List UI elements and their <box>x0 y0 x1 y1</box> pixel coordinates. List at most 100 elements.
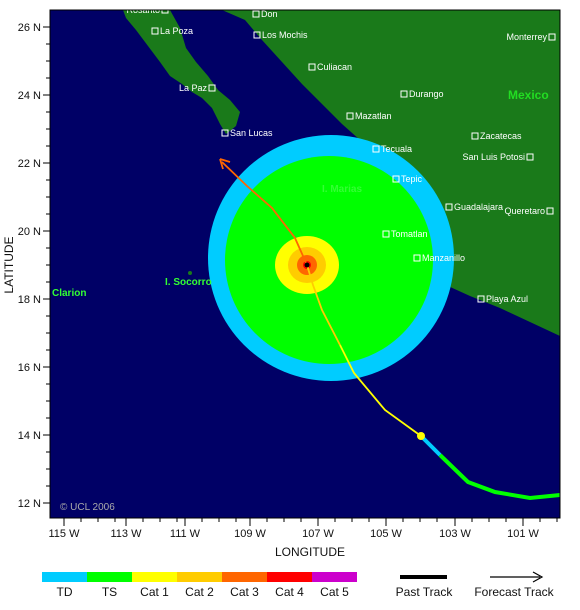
city-marker: San Lucas <box>221 128 273 138</box>
legend-swatch <box>87 572 132 582</box>
city-square-icon <box>308 63 316 71</box>
city-square-icon <box>400 90 408 98</box>
city-label: Durango <box>409 89 444 99</box>
country-label: Mexico <box>508 88 549 102</box>
city-label: La Poza <box>160 26 193 36</box>
city-square-icon <box>252 10 260 18</box>
city-label: Playa Azul <box>486 294 528 304</box>
city-marker: Don <box>252 9 278 19</box>
city-square-icon <box>346 112 354 120</box>
city-label: Monterrey <box>506 32 547 42</box>
city-label: Zacatecas <box>480 131 522 141</box>
axis-ticks: 115 W 113 W 111 W 109 W 107 W 105 W 103 W 101 W… <box>18 22 558 540</box>
wind-field <box>208 135 454 381</box>
city-marker: Durango <box>400 89 444 99</box>
socorro-shape <box>188 271 192 275</box>
x-tick-label: 107 W <box>302 528 334 540</box>
y-tick-label: 16 N <box>18 362 41 374</box>
city-marker: Guadalajara <box>445 202 503 212</box>
city-marker: Los Mochis <box>253 30 308 40</box>
island-label: I. Marias <box>322 184 362 195</box>
city-marker: Queretaro <box>504 206 554 216</box>
past-track-ts <box>438 453 560 501</box>
city-label: Guadalajara <box>454 202 503 212</box>
city-label: Tecuala <box>381 144 412 154</box>
city-square-icon <box>372 145 380 153</box>
city-label: La Paz <box>179 83 208 93</box>
legend-label: Cat 2 <box>185 585 214 599</box>
y-tick-label: 26 N <box>18 22 41 34</box>
x-tick-label: 111 W <box>170 528 201 540</box>
forecast-arrow-legend-icon <box>532 571 544 583</box>
city-square-icon <box>392 175 400 183</box>
y-axis-title: LATITUDE <box>2 236 16 293</box>
city-square-icon <box>151 27 159 35</box>
city-square-icon <box>471 132 479 140</box>
island-label: I. Socorro <box>165 277 212 288</box>
city-square-icon <box>548 33 556 41</box>
city-label: Mazatlan <box>355 111 392 121</box>
city-square-icon <box>253 31 261 39</box>
city-label: Culiacan <box>317 62 352 72</box>
forecast-track-ts <box>306 264 341 346</box>
map-frame <box>49 9 561 519</box>
city-marker: San Luis Potosi <box>462 152 534 162</box>
city-label: Queretaro <box>504 206 545 216</box>
island-label: Clarion <box>52 288 86 299</box>
city-label: Los Mochis <box>262 30 308 40</box>
forecast-arrow-head <box>219 158 231 170</box>
city-label: San Luis Potosi <box>462 152 525 162</box>
x-tick-label: 105 W <box>370 528 402 540</box>
copyright: © UCL 2006 <box>60 502 115 513</box>
past-track-legend-label: Past Track <box>396 585 454 599</box>
city-square-icon <box>382 230 390 238</box>
legend-label: Cat 3 <box>230 585 259 599</box>
city-marker: Mazatlan <box>346 111 392 121</box>
x-tick-label: 103 W <box>439 528 471 540</box>
y-tick-label: 12 N <box>18 498 41 510</box>
city-marker: Tomatlan <box>382 229 428 239</box>
city-label: San Lucas <box>230 128 273 138</box>
city-marker: La Poza <box>151 26 193 36</box>
legend-swatch <box>132 572 177 582</box>
y-tick-label: 14 N <box>18 430 41 442</box>
city-square-icon <box>221 129 229 137</box>
x-tick-label: 115 W <box>49 528 81 540</box>
y-tick-label: 24 N <box>18 90 41 102</box>
city-square-icon <box>477 295 485 303</box>
forecast-track-legend-label: Forecast Track <box>474 585 554 599</box>
y-tick-label: 20 N <box>18 226 41 238</box>
city-marker: Culiacan <box>308 62 352 72</box>
legend-swatch <box>177 572 222 582</box>
y-tick-label: 18 N <box>18 294 41 306</box>
city-label: Manzanillo <box>422 253 465 263</box>
past-track-td <box>419 434 442 457</box>
legend-swatch <box>267 572 312 582</box>
city-square-icon <box>445 203 453 211</box>
x-axis-title: LONGITUDE <box>275 545 345 559</box>
city-label: Tomatlan <box>391 229 428 239</box>
legend-label: Cat 1 <box>140 585 169 599</box>
current-position-marker <box>417 432 425 440</box>
city-marker: Tecuala <box>372 144 412 154</box>
x-tick-label: 113 W <box>111 528 143 540</box>
baja-peninsula <box>123 10 240 134</box>
forecast-track-cat2 <box>221 161 308 266</box>
legend-label: Cat 5 <box>320 585 349 599</box>
legend-swatch <box>312 572 357 582</box>
city-square-icon <box>208 84 216 92</box>
legend: TD TS Cat 1 Cat 2 Cat 3 Cat 4 Cat 5 <box>42 572 357 599</box>
city-label: Tepic <box>401 174 423 184</box>
city-label: Don <box>261 9 278 19</box>
y-tick-label: 22 N <box>18 158 41 170</box>
city-marker: Monterrey <box>506 32 556 42</box>
city-marker: Tepic <box>392 174 423 184</box>
city-square-icon <box>413 254 421 262</box>
legend-label: TS <box>102 585 117 599</box>
city-square-icon <box>526 153 534 161</box>
city-square-icon <box>546 207 554 215</box>
city-marker: Manzanillo <box>413 253 465 263</box>
legend-swatch <box>42 572 87 582</box>
